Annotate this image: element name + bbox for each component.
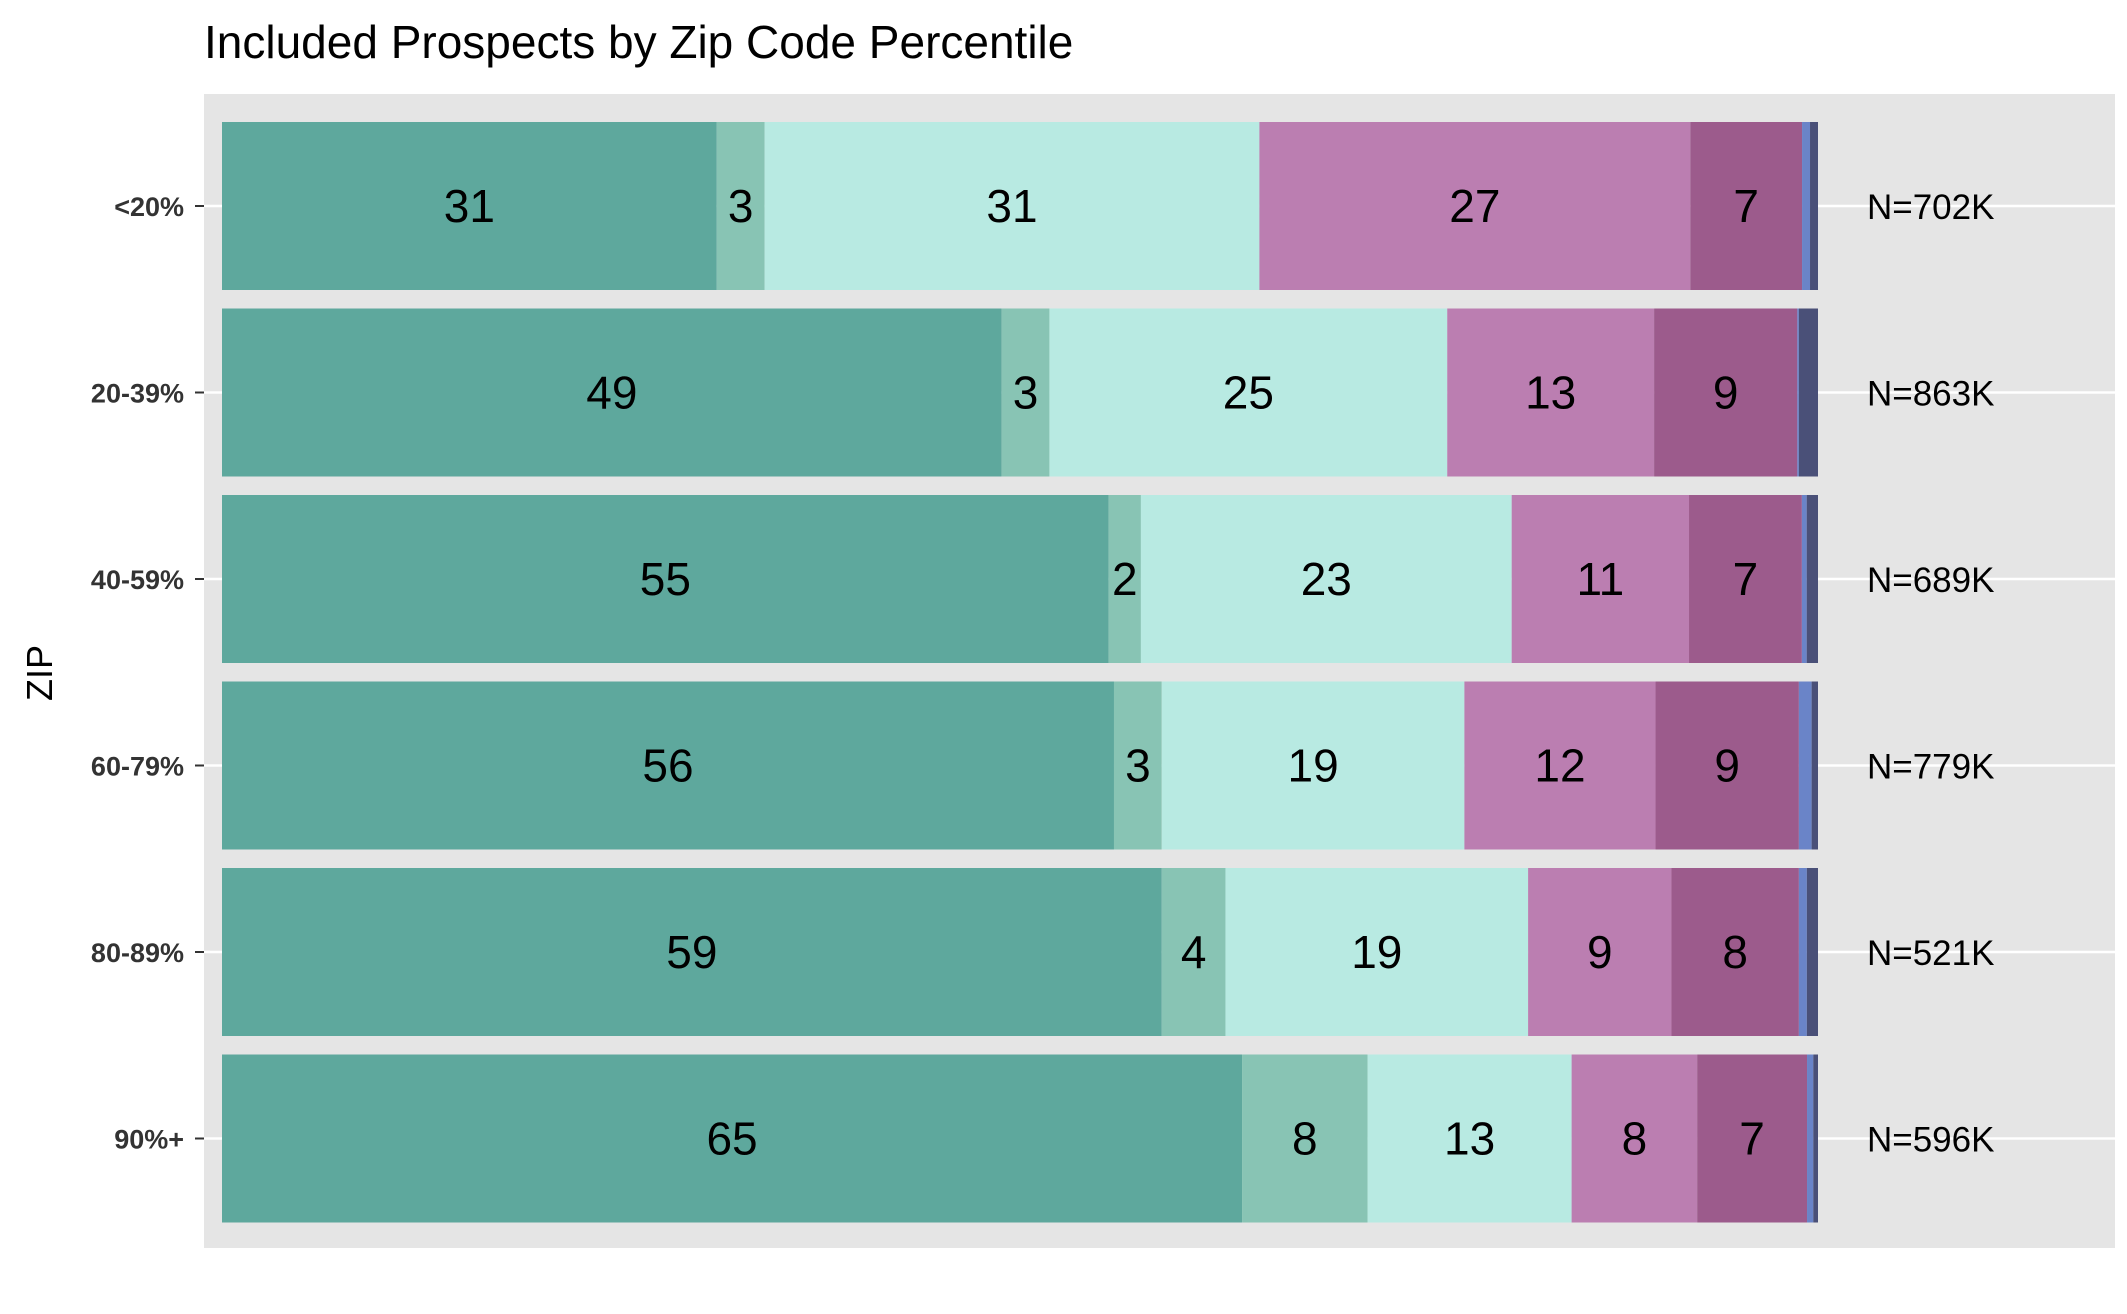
bar-segment — [1797, 309, 1799, 477]
data-label: 31 — [986, 180, 1037, 232]
bar-segment — [1812, 682, 1818, 850]
data-label: 65 — [706, 1113, 757, 1165]
data-label: 9 — [1714, 740, 1740, 792]
y-tick-label: 90%+ — [114, 1125, 184, 1155]
bar-segment — [1799, 682, 1812, 850]
n-label: N=689K — [1867, 561, 1994, 600]
data-label: 7 — [1733, 180, 1759, 232]
data-label: 23 — [1301, 553, 1352, 605]
y-axis: <20% 20-39% 40-59% 60-79% 80-89% 90%+ — [91, 192, 204, 1155]
data-label: 12 — [1534, 740, 1585, 792]
bar-segment — [1799, 868, 1807, 1036]
data-label: 59 — [666, 926, 717, 978]
data-label: 3 — [1013, 367, 1039, 419]
bar-segment — [1807, 495, 1818, 663]
data-label: 9 — [1713, 367, 1739, 419]
y-tick-label: 40-59% — [91, 565, 184, 595]
bar-segment — [1799, 309, 1818, 477]
bar-segment — [1810, 122, 1818, 290]
chart-title: Included Prospects by Zip Code Percentil… — [204, 16, 1073, 68]
data-label: 7 — [1733, 553, 1759, 605]
data-label: 7 — [1739, 1113, 1765, 1165]
bar-segment — [1813, 1055, 1818, 1223]
data-label: 13 — [1444, 1113, 1495, 1165]
y-tick-label: 60-79% — [91, 752, 184, 782]
data-label: 19 — [1287, 740, 1338, 792]
data-label: 3 — [1125, 740, 1151, 792]
data-label: 8 — [1622, 1113, 1648, 1165]
data-label: 8 — [1292, 1113, 1318, 1165]
data-label: 8 — [1722, 926, 1748, 978]
n-label: N=521K — [1867, 934, 1994, 973]
bar-segment — [1802, 122, 1810, 290]
data-label: 56 — [642, 740, 693, 792]
data-label: 2 — [1112, 553, 1138, 605]
n-label: N=702K — [1867, 188, 1994, 227]
y-tick-label: <20% — [114, 192, 184, 222]
bar-segment — [1807, 1055, 1813, 1223]
y-tick-label: 20-39% — [91, 379, 184, 409]
data-label: 55 — [640, 553, 691, 605]
data-label: 9 — [1587, 926, 1613, 978]
n-label: N=596K — [1867, 1121, 1994, 1160]
n-label: N=779K — [1867, 748, 1994, 787]
data-label: 4 — [1181, 926, 1207, 978]
data-label: 27 — [1449, 180, 1500, 232]
y-axis-label: ZIP — [19, 645, 60, 701]
data-label: 25 — [1223, 367, 1274, 419]
data-label: 11 — [1576, 553, 1624, 605]
data-label: 13 — [1525, 367, 1576, 419]
data-label: 3 — [728, 180, 754, 232]
data-label: 49 — [586, 367, 637, 419]
bar-segment — [1807, 868, 1818, 1036]
data-label: 19 — [1351, 926, 1402, 978]
y-tick-label: 80-89% — [91, 938, 184, 968]
n-label: N=863K — [1867, 375, 1994, 414]
data-label: 31 — [444, 180, 495, 232]
bar-segment — [1802, 495, 1807, 663]
